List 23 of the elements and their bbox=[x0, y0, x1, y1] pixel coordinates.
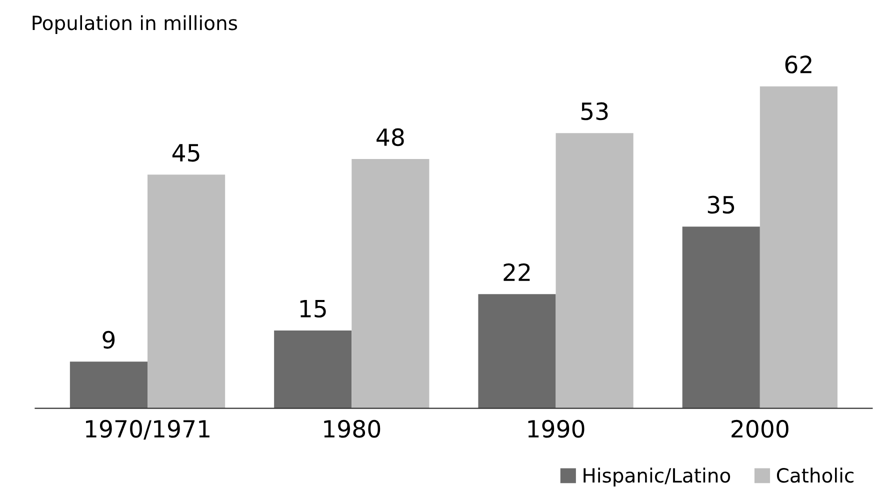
bar bbox=[682, 226, 760, 408]
data-label: 22 bbox=[504, 263, 530, 281]
bar bbox=[70, 362, 148, 408]
bar bbox=[274, 330, 352, 408]
bar bbox=[556, 133, 634, 408]
bar bbox=[760, 86, 838, 408]
x-tick-label: 1980 bbox=[324, 420, 380, 438]
bar bbox=[148, 174, 226, 408]
x-tick-label: 1970/1971 bbox=[86, 420, 210, 440]
bar bbox=[352, 159, 430, 408]
legend-label: Catholic bbox=[776, 468, 854, 483]
data-label: 53 bbox=[581, 102, 608, 120]
data-label: 9 bbox=[102, 330, 115, 349]
data-label: 35 bbox=[708, 196, 734, 214]
data-label: 48 bbox=[376, 128, 404, 146]
x-tick-label: 1990 bbox=[528, 420, 584, 438]
data-label: 45 bbox=[172, 144, 200, 162]
data-label: 15 bbox=[300, 300, 326, 318]
chart-title: Population in millions bbox=[32, 15, 238, 34]
x-tick-label: 2000 bbox=[732, 420, 788, 438]
data-label: 62 bbox=[785, 56, 812, 74]
bar bbox=[478, 294, 556, 408]
legend-label: Hispanic/Latino bbox=[584, 468, 730, 487]
